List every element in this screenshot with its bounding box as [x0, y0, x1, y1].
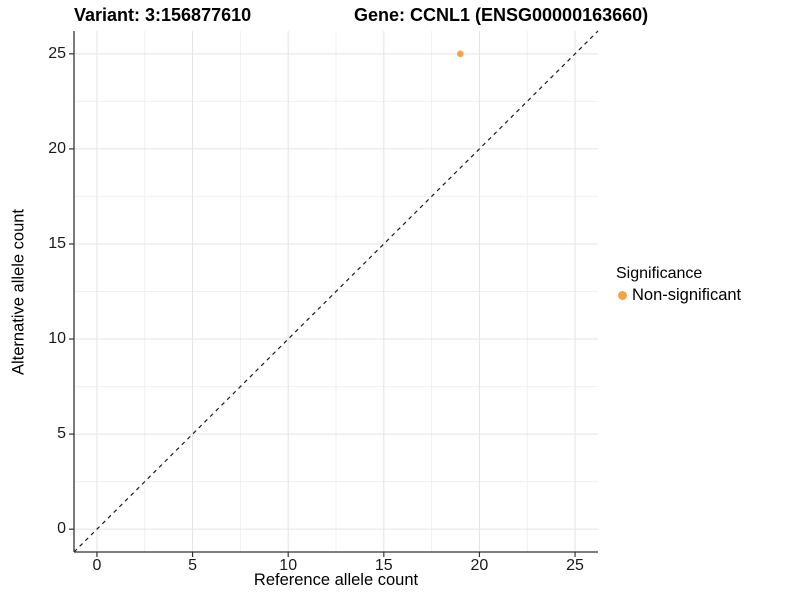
legend-point-icon [618, 291, 627, 300]
legend-title: Significance [616, 265, 703, 282]
legend: Significance Non-significant [616, 265, 741, 305]
x-tick-label: 5 [188, 557, 198, 574]
x-tick-label: 15 [374, 557, 393, 574]
x-tick-label: 0 [92, 557, 102, 574]
plot-title-variant: Variant: 3:156877610 [74, 5, 252, 25]
x-tick-label: 20 [470, 557, 489, 574]
x-axis-label: Reference allele count [253, 571, 419, 589]
y-tick-label: 25 [48, 44, 66, 62]
y-tick-label: 5 [57, 425, 66, 443]
legend-entry: Non-significant [616, 286, 741, 305]
y-axis-label: Alternative allele count [9, 208, 28, 376]
y-tick-label: 15 [48, 234, 66, 252]
y-tick-label: 0 [57, 520, 66, 538]
plot-title-gene: Gene: CCNL1 (ENSG00000163660) [354, 5, 649, 25]
y-tick-label: 20 [48, 139, 66, 157]
y-tick-label: 10 [48, 330, 66, 348]
x-tick-label: 25 [566, 557, 584, 574]
x-tick-label: 10 [279, 557, 298, 574]
data-point [457, 50, 464, 58]
legend-entry-label: Non-significant [632, 286, 742, 304]
identity-line [73, 30, 599, 553]
